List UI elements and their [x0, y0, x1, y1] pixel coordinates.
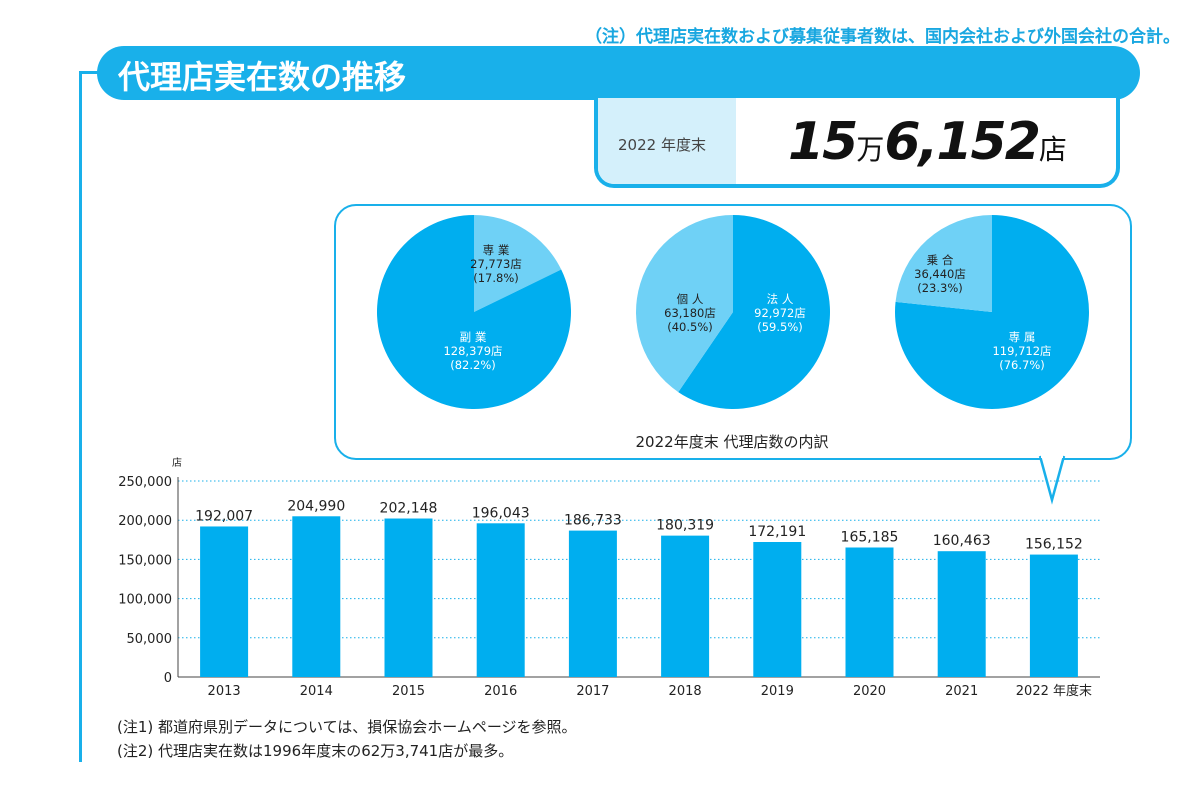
x-tick-label: 2018: [669, 684, 702, 699]
pie-label-pct: (40.5%): [667, 320, 713, 334]
pie-label-label: 個 人: [676, 292, 704, 306]
y-tick-label: 0: [164, 671, 172, 686]
summary-unit: 店: [1038, 133, 1067, 166]
pie-slice: [635, 215, 733, 393]
x-tick-label: 2013: [208, 684, 241, 699]
x-tick-label: 2020: [853, 684, 886, 699]
pie-label-value_text: 128,379店: [443, 344, 503, 358]
pie-label-label: 副 業: [459, 330, 487, 344]
x-tick-label: 2014: [300, 684, 333, 699]
bar: [568, 530, 617, 677]
summary-label: 2022 年度末: [618, 136, 706, 154]
bar-value-label: 192,007: [195, 508, 253, 524]
y-tick-label: 100,000: [118, 593, 172, 608]
pie-slice: [895, 215, 992, 312]
bar: [937, 551, 986, 677]
pie-slice-label: 専 業 27,773店 (17.8%): [456, 243, 536, 285]
pie-callout-box: [334, 204, 1132, 460]
summary-box: 2022 年度末 15万6,152店: [594, 98, 1120, 188]
pie-caption: 2022年度末 代理店数の内訳: [635, 433, 829, 451]
footnote-2: (注2) 代理店実在数は1996年度末の62万3,741店が最多。: [117, 742, 514, 760]
bar: [753, 542, 802, 677]
pie-label-value_text: 92,972店: [754, 306, 806, 320]
bar-value-label: 156,152: [1025, 537, 1083, 553]
bar-value-label: 204,990: [287, 498, 345, 514]
bar-value-label: 196,043: [472, 505, 530, 521]
pie-slice: [895, 215, 1089, 410]
pie-label-value_text: 27,773店: [470, 257, 522, 271]
pie-label-pct: (23.3%): [917, 281, 963, 295]
bar: [661, 535, 710, 677]
summary-value: 15万6,152店: [788, 112, 1067, 172]
bar-value-label: 180,319: [656, 518, 714, 534]
pie-label-value_text: 63,180店: [664, 306, 716, 320]
pie-label-label: 専 属: [1008, 330, 1036, 344]
pie-slice-label: 法 人 92,972店 (59.5%): [740, 292, 820, 334]
x-tick-label: 2017: [576, 684, 609, 699]
bar: [845, 547, 894, 677]
pie-label-pct: (82.2%): [450, 358, 496, 372]
callout-pointer-gap: [1041, 453, 1063, 458]
left-rule-tick: [79, 71, 101, 74]
pie-label-value_text: 36,440店: [914, 267, 966, 281]
y-tick-label: 250,000: [118, 475, 172, 490]
y-tick-label: 200,000: [118, 514, 172, 529]
y-tick-label: 50,000: [127, 632, 173, 647]
bar-value-label: 186,733: [564, 513, 622, 529]
bar-value-label: 202,148: [380, 501, 438, 517]
bar: [200, 526, 249, 677]
summary-man-unit: 万: [856, 133, 885, 166]
page-title: 代理店実在数の推移: [118, 58, 407, 96]
summary-man: 15: [788, 112, 858, 172]
callout-pointer: [1038, 455, 1066, 505]
pie-slice-label: 副 業 128,379店 (82.2%): [433, 330, 513, 372]
y-axis-unit: 店: [172, 456, 182, 469]
pie-slice-label: 個 人 63,180店 (40.5%): [650, 292, 730, 334]
footnote-1: (注1) 都道府県別データについては、損保協会ホームページを参照。: [117, 718, 577, 736]
pie-slice: [474, 215, 562, 312]
pie-slice: [377, 215, 572, 409]
x-tick-label: 2021: [945, 684, 978, 699]
pie-label-pct: (59.5%): [757, 320, 803, 334]
bar-value-label: 165,185: [841, 529, 899, 545]
bar-value-label: 172,191: [748, 524, 806, 540]
x-tick-label: 2016: [484, 684, 517, 699]
pie-label-pct: (76.7%): [999, 358, 1045, 372]
pie-label-label: 専 業: [482, 243, 510, 257]
bar: [292, 516, 341, 677]
pie-label-pct: (17.8%): [473, 271, 519, 285]
summary-rest: 6,152: [884, 112, 1040, 172]
bar-value-label: 160,463: [933, 533, 991, 549]
bar: [476, 523, 525, 677]
left-rule: [79, 72, 82, 762]
bar: [1029, 554, 1078, 677]
bar: [384, 518, 433, 677]
top-note: （注）代理店実在数および募集従事者数は、国内会社および外国会社の合計。: [585, 27, 1180, 47]
pie-slice-label: 乗 合 36,440店 (23.3%): [900, 253, 980, 295]
x-tick-label: 2019: [761, 684, 794, 699]
pie-label-value_text: 119,712店: [992, 344, 1052, 358]
pie-label-label: 法 人: [766, 292, 794, 306]
x-tick-label: 2022 年度末: [1016, 683, 1092, 699]
x-tick-label: 2015: [392, 684, 425, 699]
summary-label-bg: [598, 98, 736, 184]
header-bar: [97, 46, 1140, 100]
y-tick-label: 150,000: [118, 553, 172, 568]
pie-slice: [678, 215, 831, 409]
pie-label-label: 乗 合: [926, 253, 954, 267]
pie-slice-label: 専 属 119,712店 (76.7%): [982, 330, 1062, 372]
